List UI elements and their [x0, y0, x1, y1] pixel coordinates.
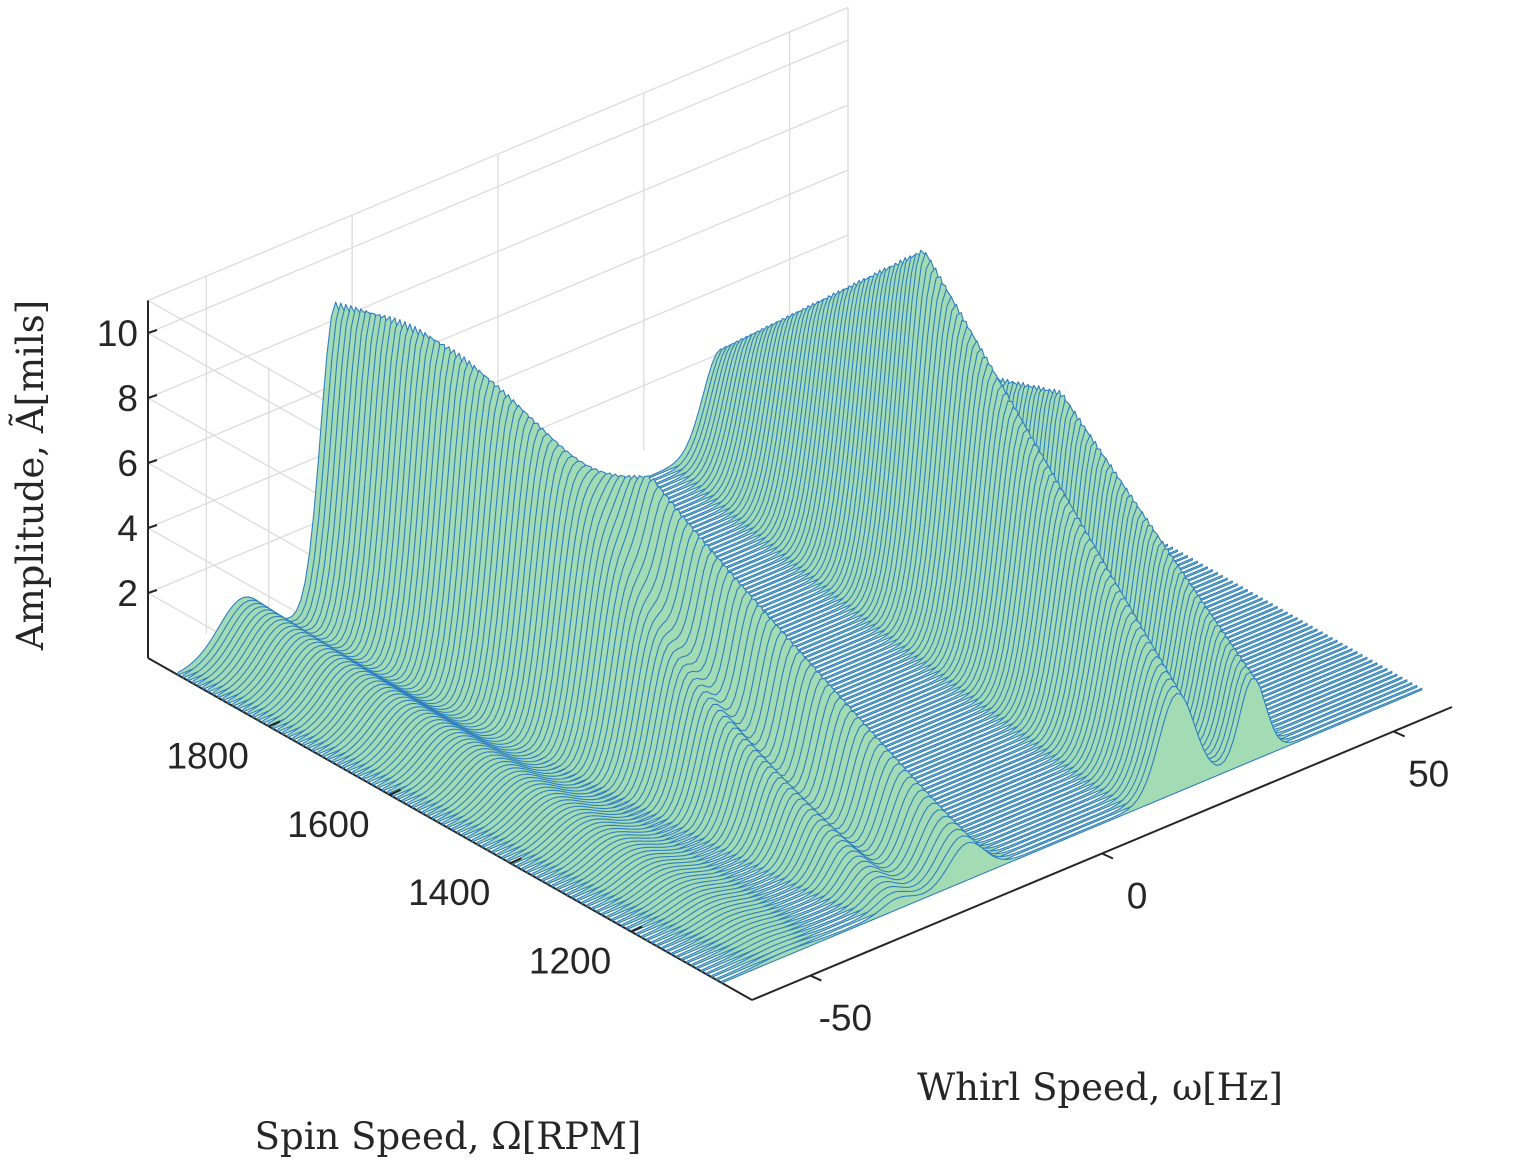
x-axis-title: Whirl Speed, ω[Hz]: [917, 1066, 1283, 1109]
x-tick: [1101, 852, 1114, 860]
waterfall-slice: [721, 678, 1423, 984]
z-tick-label: 8: [117, 378, 138, 419]
y-tick-label: 1200: [529, 941, 611, 982]
y-tick-label: 1400: [408, 872, 490, 913]
y-tick: [268, 720, 281, 728]
z-tick: [147, 524, 158, 529]
z-tick: [147, 589, 158, 594]
y-tick: [389, 788, 402, 796]
z-tick: [147, 394, 158, 399]
x-tick-label: 0: [1127, 876, 1148, 917]
x-tick: [809, 974, 822, 982]
x-tick: [1393, 730, 1406, 738]
z-tick: [147, 329, 158, 334]
y-tick-label: 1800: [166, 735, 248, 776]
y-tick: [509, 857, 522, 865]
z-tick-label: 4: [117, 508, 138, 549]
y-axis-line: [147, 657, 753, 1001]
z-axis-title: Amplitude, Ã[mils]: [8, 300, 52, 651]
z-tick-label: 6: [117, 443, 138, 484]
z-tick-label: 2: [117, 573, 138, 614]
z-tick: [147, 459, 158, 464]
y-tick: [630, 925, 643, 933]
y-tick-label: 1600: [287, 804, 369, 845]
z-tick-label: 10: [97, 313, 138, 354]
x-tick-label: 50: [1408, 753, 1449, 794]
tick-labels: 2 4 6 8 10 1200 1400 1600 1800 -50 0 50: [97, 313, 1449, 1039]
waterfall-surface: [177, 249, 1423, 984]
x-tick-label: -50: [819, 998, 872, 1039]
y-axis-title: Spin Speed, Ω[RPM]: [255, 1115, 642, 1158]
